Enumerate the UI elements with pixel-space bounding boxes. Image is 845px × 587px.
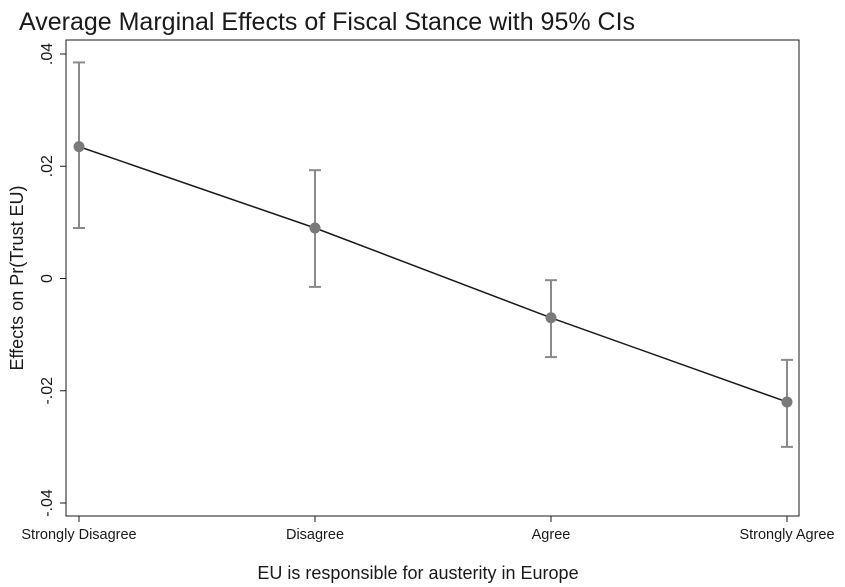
y-axis-title: Effects on Pr(Trust EU) xyxy=(7,185,27,370)
y-axis: .04 .02 0 -.02 -.04 xyxy=(39,43,66,517)
x-tick-label: Disagree xyxy=(286,527,344,543)
x-axis: Strongly Disagree Disagree Agree Strongly A… xyxy=(21,516,835,543)
chart-title: Average Marginal Effects of Fiscal Stanc… xyxy=(19,8,635,36)
data-points xyxy=(73,141,793,408)
series-line-group xyxy=(78,145,788,403)
x-tick-label: Strongly Agree xyxy=(739,527,834,543)
data-point xyxy=(545,312,557,324)
x-tick-label: Strongly Disagree xyxy=(21,527,136,543)
y-tick-label: .04 xyxy=(39,43,56,65)
data-point xyxy=(309,222,321,234)
x-tick-label: Agree xyxy=(532,527,571,543)
series-line xyxy=(78,145,788,403)
y-tick-label: .02 xyxy=(39,155,56,177)
y-tick-label: -.04 xyxy=(39,489,56,517)
data-point xyxy=(73,141,85,153)
confidence-intervals xyxy=(73,61,793,448)
data-point xyxy=(781,396,793,408)
y-tick-label: 0 xyxy=(39,274,56,283)
x-axis-title: EU is responsible for austerity in Europ… xyxy=(257,563,578,583)
plot-frame xyxy=(65,39,800,517)
y-tick-label: -.02 xyxy=(39,377,56,405)
